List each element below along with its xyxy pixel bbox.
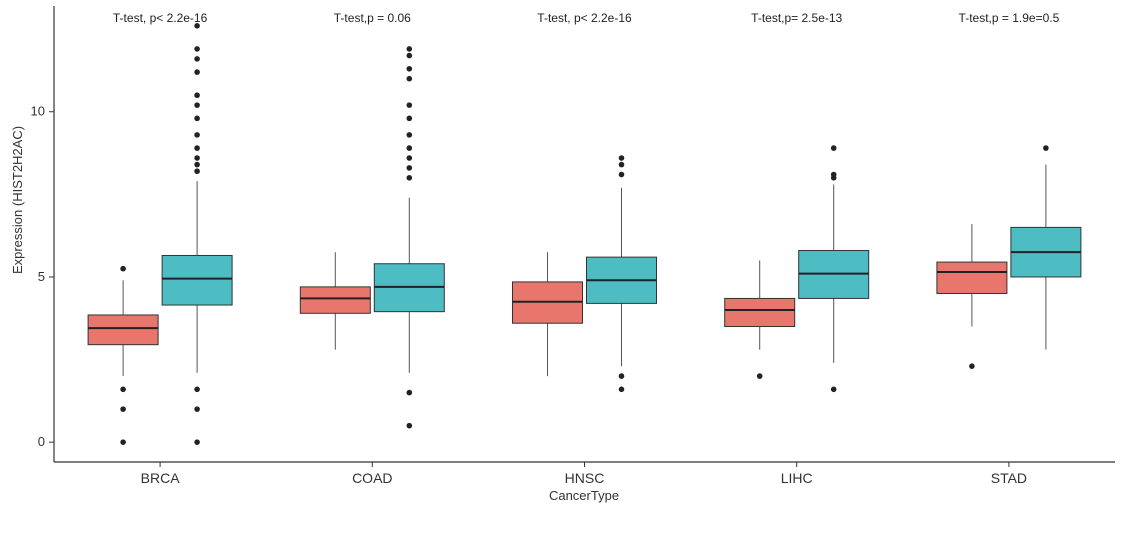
annotations-layer: T-test, p< 2.2e-16 T-test,p = 0.06 T-test,… — [113, 11, 1060, 25]
outlier-point — [406, 75, 413, 82]
outlier-point — [618, 373, 625, 379]
box-lihc-group1 — [724, 260, 796, 379]
box-iqr — [936, 261, 1008, 294]
outlier-point — [194, 69, 200, 75]
x-axis-title: CancerType — [549, 488, 619, 503]
outlier-point — [120, 406, 126, 412]
outlier-point — [618, 386, 625, 393]
outlier-point — [194, 23, 200, 29]
outlier-point — [406, 115, 413, 122]
box-stad-group2 — [1010, 145, 1082, 350]
x-tick-label-stad: STAD — [991, 470, 1027, 486]
box-brca-group1 — [87, 265, 159, 445]
y-tick-label: 0 — [38, 434, 45, 449]
outlier-point — [194, 161, 200, 168]
y-tick-label: 10 — [31, 104, 45, 119]
outlier-point — [194, 386, 200, 393]
outlier-point — [194, 132, 200, 138]
y-ticks: 0 5 10 — [31, 104, 54, 449]
outlier-point — [618, 171, 625, 178]
x-tick-label-coad: COAD — [352, 470, 392, 486]
outlier-point — [194, 406, 200, 412]
outlier-point — [406, 175, 413, 181]
outlier-point — [194, 56, 200, 62]
outlier-point — [406, 155, 413, 161]
pvalue-label-brca: T-test, p< 2.2e-16 — [113, 11, 208, 25]
outlier-point — [406, 422, 413, 429]
pvalue-label-lihc: T-test,p= 2.5e-13 — [751, 11, 842, 25]
outlier-point — [618, 155, 625, 161]
outlier-point — [406, 132, 413, 138]
box-brca-group2 — [161, 23, 233, 445]
x-tick-label-hnsc: HNSC — [565, 470, 605, 486]
outlier-point — [830, 145, 837, 151]
outlier-point — [194, 168, 200, 175]
outlier-point — [194, 145, 200, 151]
outlier-point — [406, 165, 413, 171]
outlier-point — [194, 115, 200, 122]
outlier-point — [194, 155, 200, 161]
y-tick-label: 5 — [38, 269, 45, 284]
box-hnsc-group2 — [586, 155, 657, 393]
y-axis-title: Expression (HIST2H2AC) — [10, 126, 25, 274]
outlier-point — [194, 46, 200, 52]
box-coad-group1 — [299, 252, 371, 350]
box-lihc-group2 — [798, 145, 870, 393]
outlier-point — [194, 439, 200, 445]
outlier-point — [120, 439, 126, 445]
box-iqr — [87, 314, 159, 346]
outlier-point — [618, 161, 625, 168]
outlier-point — [406, 46, 413, 52]
outlier-point — [756, 373, 763, 379]
outlier-point — [406, 52, 413, 59]
outlier-point — [120, 265, 126, 272]
outlier-point — [406, 102, 413, 108]
box-iqr — [299, 286, 371, 314]
outlier-point — [194, 92, 200, 99]
x-tick-label-brca: BRCA — [141, 470, 181, 486]
box-iqr — [161, 254, 233, 306]
pvalue-label-coad: T-test,p = 0.06 — [334, 11, 411, 25]
outlier-point — [830, 171, 837, 178]
x-tick-label-lihc: LIHC — [781, 470, 813, 486]
outlier-point — [406, 389, 413, 396]
boxes-layer — [87, 23, 1082, 445]
outlier-point — [1043, 145, 1049, 151]
x-ticks: BRCA COAD HNSC LIHC STAD — [141, 462, 1027, 486]
outlier-point — [120, 386, 126, 393]
box-hnsc-group1 — [512, 252, 583, 377]
box-iqr — [724, 297, 796, 328]
pvalue-label-stad: T-test,p = 1.9e=0.5 — [959, 11, 1060, 25]
outlier-point — [830, 386, 837, 393]
pvalue-label-hnsc: T-test, p< 2.2e-16 — [537, 11, 632, 25]
box-coad-group2 — [373, 46, 445, 429]
box-stad-group1 — [936, 224, 1008, 369]
outlier-point — [969, 363, 975, 369]
outlier-point — [406, 145, 413, 151]
outlier-point — [194, 102, 200, 108]
outlier-point — [406, 65, 413, 72]
